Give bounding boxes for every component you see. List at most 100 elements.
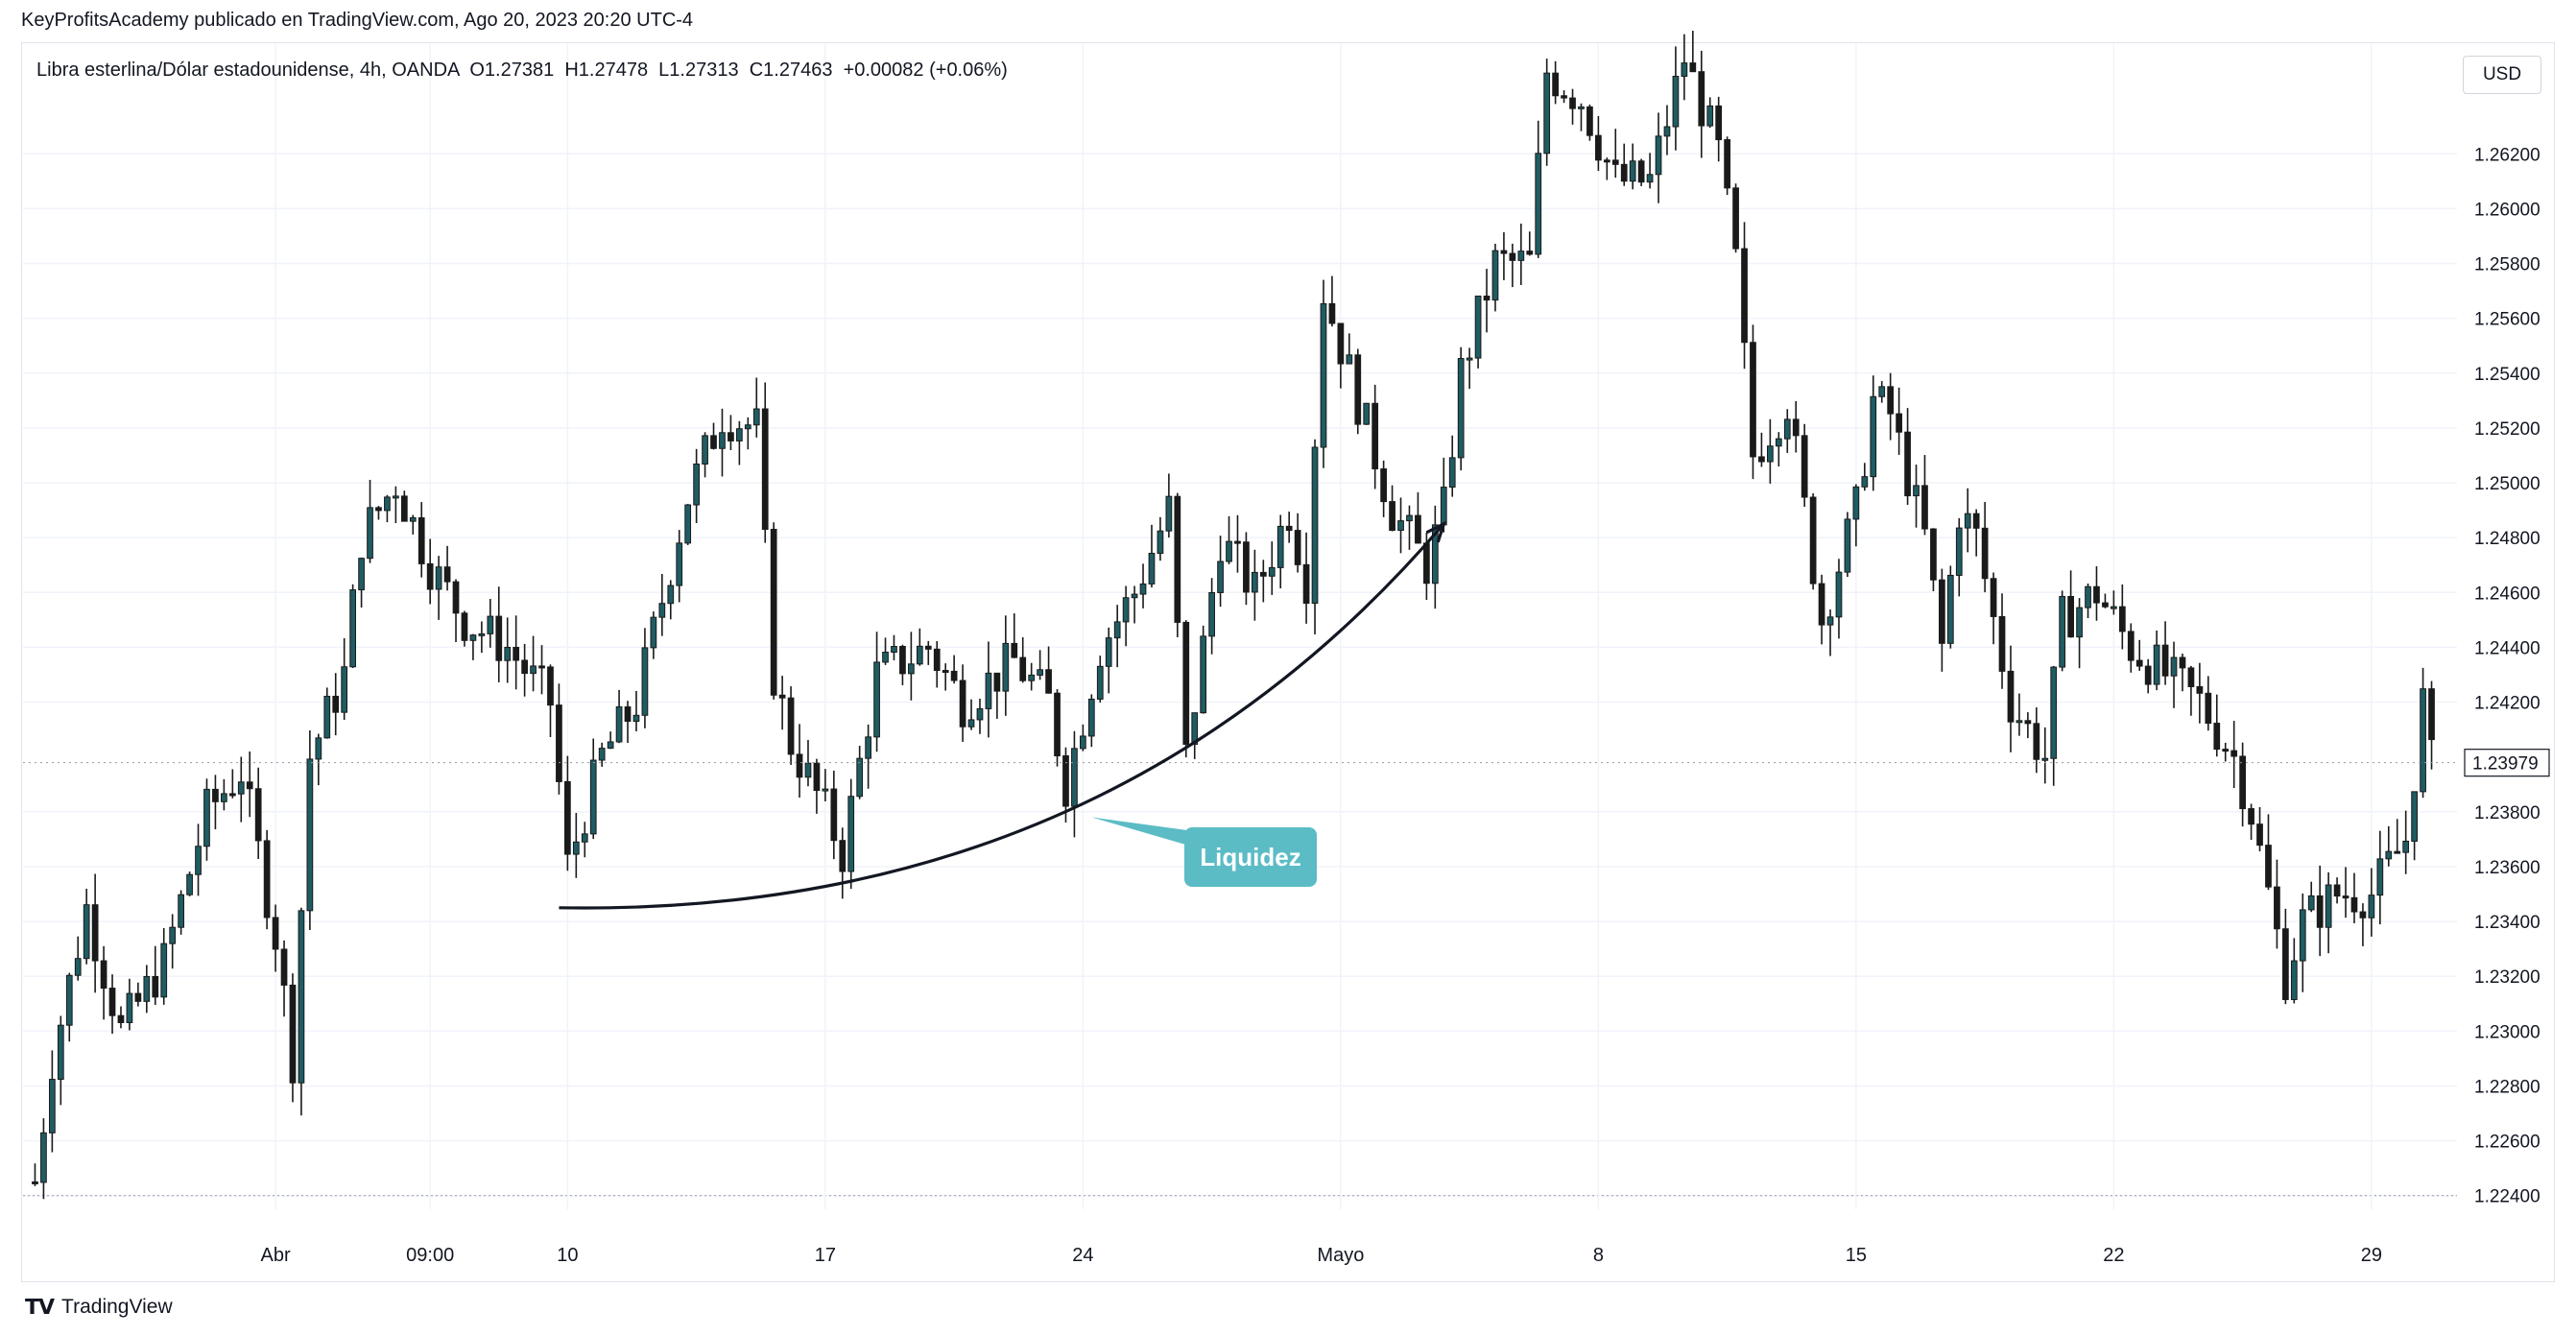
candle [417,502,425,578]
candle [1113,605,1121,668]
candle-body-bull [478,632,486,636]
candle-body-bear [2135,659,2143,667]
candle-body-bear [1234,540,1241,544]
candle-body-bear [108,988,116,1016]
candle-body-bear [1337,322,1345,365]
candle [426,538,434,605]
candle-body-bull [2411,791,2418,842]
candle-body-bear [761,408,769,531]
tradingview-logo[interactable]: 𝗧𝗩 TradingView [25,1294,173,1321]
candle-body-bull [650,616,657,649]
candle-body-bear [2256,823,2263,847]
candle-body-bear [1483,296,1491,301]
candle [298,907,305,1116]
price-tick-label: 1.24600 [2474,584,2540,604]
candle [2385,825,2393,867]
candle [1611,129,1619,179]
candle [813,758,821,814]
candle [967,699,975,730]
candle [2265,814,2272,891]
currency-badge[interactable]: USD [2463,56,2541,94]
candle [1174,492,1181,637]
candle-body-bear [1998,615,2006,672]
candle-body-bull [702,435,708,465]
candle-body-bull [1457,358,1465,459]
candle-body-bear [1990,578,1997,617]
candle-body-bull [856,757,864,798]
candle-body-bull [469,634,477,641]
candle-body-bear [993,672,1001,692]
candle-body-bull [2170,656,2178,677]
candle [1818,574,1825,645]
time-tick-label: 29 [2361,1245,2382,1266]
candle [393,486,399,524]
candle [865,724,871,789]
candle [2161,621,2169,685]
time-tick-label: 8 [1593,1245,1604,1266]
candle-body-bull [221,793,227,802]
candle [589,738,597,840]
candle [1981,501,1989,593]
candle-body-bear [710,435,717,449]
candle [186,871,193,896]
candle-body-bull [1466,357,1473,361]
candle-body-bear [461,612,468,641]
candle-body-bull [1861,476,1869,488]
candle [469,633,477,660]
candle [1337,322,1345,389]
candle [409,514,417,535]
candle-body-bull [1474,296,1482,359]
candle [1990,572,1997,645]
candle-body-bear [796,753,803,778]
candle-body-bear [1182,621,1190,745]
candle-body-bear [1809,496,1817,584]
candle-body-bull [2402,840,2410,853]
candle [1569,88,1576,125]
candle-body-bear [1896,413,1902,433]
candle-body-bull [143,975,151,1002]
candle [272,904,279,972]
candle [1964,488,1971,553]
candle [1389,485,1395,532]
candle [2299,894,2306,992]
candle [1096,656,1104,703]
candle-body-bear [2230,750,2238,757]
price-tick-label: 1.25200 [2474,419,2540,440]
candle [91,873,99,993]
candle-body-bull [1139,583,1147,595]
liquidez-callout-label: Liquidez [1200,843,1300,871]
price-tick-label: 1.23400 [2474,913,2540,933]
candle [358,557,365,608]
candle [770,522,777,700]
candle [1955,517,1963,597]
candle-body-bull [1002,642,1010,692]
candle-body-bull [1535,153,1542,255]
candle [1139,563,1147,608]
candle [1896,387,1902,455]
price-tick-label: 1.22600 [2474,1133,2540,1153]
candle-body-bull [1578,106,1585,109]
candle [710,422,717,450]
liquidity-curve [559,522,1445,910]
candle [2411,791,2418,861]
candle-body-bull [2299,909,2306,962]
candle-body-bear [1302,563,1310,605]
symbol-legend[interactable]: Libra esterlina/Dólar estadounidense, 4h… [36,60,1008,81]
candle [1157,516,1164,561]
candle [1474,296,1482,369]
candle-body-bull [1844,518,1851,573]
candle-body-bull [1200,635,1207,714]
candle-body-bull [169,926,177,944]
candle [1165,473,1173,538]
candle-body-bear [417,517,425,564]
candle-body-bear [1045,669,1052,694]
candle-body-bear [289,984,297,1084]
candle-body-bull [658,603,666,618]
candle [564,755,571,871]
candle [2282,908,2289,1005]
candle-body-bull [1655,135,1662,176]
candle [478,621,486,654]
candle-body-bull [572,841,580,855]
candle [839,827,847,899]
